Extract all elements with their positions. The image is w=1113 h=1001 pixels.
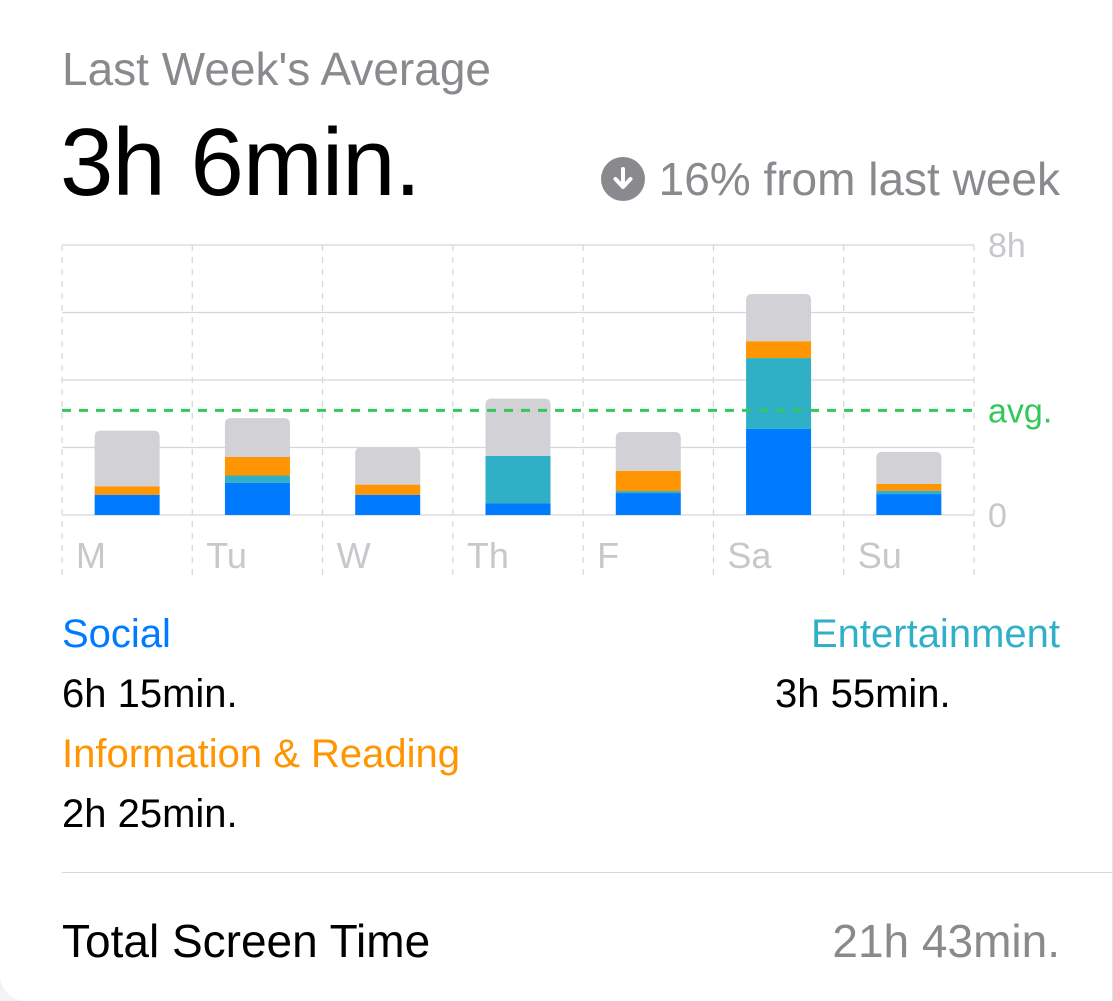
bar-segment-social[interactable] (355, 494, 421, 515)
bar-segment-other[interactable] (746, 293, 812, 342)
bar-segment-information-reading[interactable] (615, 470, 681, 492)
bar-segment-social[interactable] (94, 494, 160, 515)
day-label: Th (467, 535, 509, 576)
bar-segment-information-reading[interactable] (876, 483, 942, 491)
bar-segment-information-reading[interactable] (746, 341, 812, 359)
legend-entertainment-label[interactable]: Entertainment (810, 612, 1060, 656)
arrow-down-circle-icon (600, 157, 645, 201)
bar-segment-other[interactable] (615, 431, 681, 471)
bar-segment-entertainment[interactable] (615, 491, 681, 494)
day-label: M (76, 535, 106, 576)
bar-segment-entertainment[interactable] (485, 455, 551, 504)
bar-segment-other[interactable] (876, 451, 942, 484)
day-label: Tu (206, 535, 247, 576)
legend-entertainment-value: 3h 55min. (775, 672, 951, 716)
legend-reading-value: 2h 25min. (62, 792, 238, 836)
total-screen-time-value: 21h 43min. (832, 915, 1060, 967)
bar-segment-other[interactable] (94, 430, 160, 487)
weekly-usage-chart[interactable]: M Tu W Th F Sa Su avg. 8h 0 (0, 225, 1113, 585)
day-label: F (597, 535, 619, 576)
bar-segment-social[interactable] (224, 482, 290, 515)
bar-segment-social[interactable] (746, 428, 812, 515)
total-screen-time-label[interactable]: Total Screen Time (62, 915, 431, 967)
average-label: avg. (988, 392, 1052, 430)
bar-segment-entertainment[interactable] (224, 475, 290, 483)
y-tick-label-zero: 0 (988, 497, 1007, 535)
day-label: Sa (727, 535, 772, 576)
weekly-average-value: 3h 6min. (60, 109, 421, 216)
bar-segment-social[interactable] (485, 503, 551, 515)
day-label: Su (858, 535, 902, 576)
trend-text: 16% from last week (658, 153, 1060, 205)
legend-social-value: 6h 15min. (62, 672, 238, 716)
weekly-average-title: Last Week's Average (62, 43, 492, 95)
bar-segment-other[interactable] (355, 447, 421, 485)
legend-reading-label[interactable]: Information & Reading (62, 732, 461, 776)
bar-segment-social[interactable] (615, 493, 681, 515)
bar-segment-other[interactable] (485, 398, 551, 456)
y-tick-label-max: 8h (988, 227, 1026, 265)
bar-segment-entertainment[interactable] (876, 490, 942, 495)
day-label: W (337, 535, 371, 576)
bar-segment-other[interactable] (224, 418, 290, 457)
bar-segment-information-reading[interactable] (224, 456, 290, 476)
bar-segment-information-reading[interactable] (355, 484, 421, 495)
legend-social-label[interactable]: Social (62, 612, 171, 656)
bar-segment-information-reading[interactable] (94, 486, 160, 495)
weekly-trend: 16% from last week (600, 152, 1060, 206)
section-divider (62, 872, 1112, 873)
bar-segment-social[interactable] (876, 494, 942, 515)
bar-segment-entertainment[interactable] (746, 358, 812, 429)
